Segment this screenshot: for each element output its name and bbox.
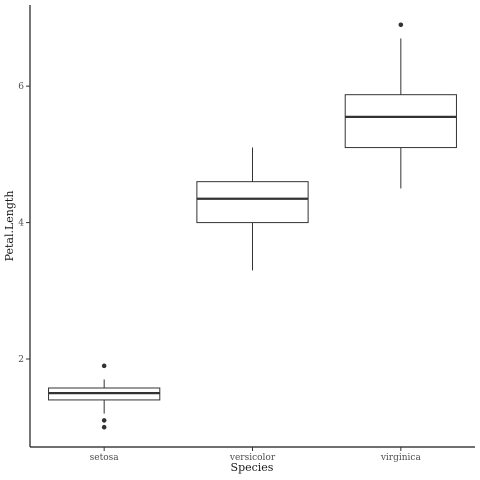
y-tick-label: 6: [18, 82, 24, 92]
y-tick-label: 4: [18, 219, 24, 229]
box-versicolor: [196, 147, 309, 271]
box-iqr: [196, 181, 309, 224]
plot-area: [48, 22, 457, 430]
x-tick-label: versicolor: [229, 453, 276, 463]
x-tick-label: setosa: [90, 453, 120, 463]
outlier-point: [101, 363, 107, 369]
box-iqr: [344, 94, 457, 149]
x-axis-title: Species: [231, 461, 274, 474]
y-axis-title: Petal.Length: [3, 191, 16, 262]
x-axis-ticks: setosa versicolor virginica: [90, 447, 422, 463]
y-tick-label: 2: [18, 355, 24, 365]
outlier-point: [398, 22, 404, 28]
y-axis-ticks: 2 4 6: [18, 82, 30, 365]
outlier-point: [101, 418, 107, 423]
x-tick-label: virginica: [380, 453, 422, 463]
outlier-point: [101, 424, 107, 430]
box-virginica: [344, 22, 457, 189]
box-setosa: [48, 363, 161, 430]
